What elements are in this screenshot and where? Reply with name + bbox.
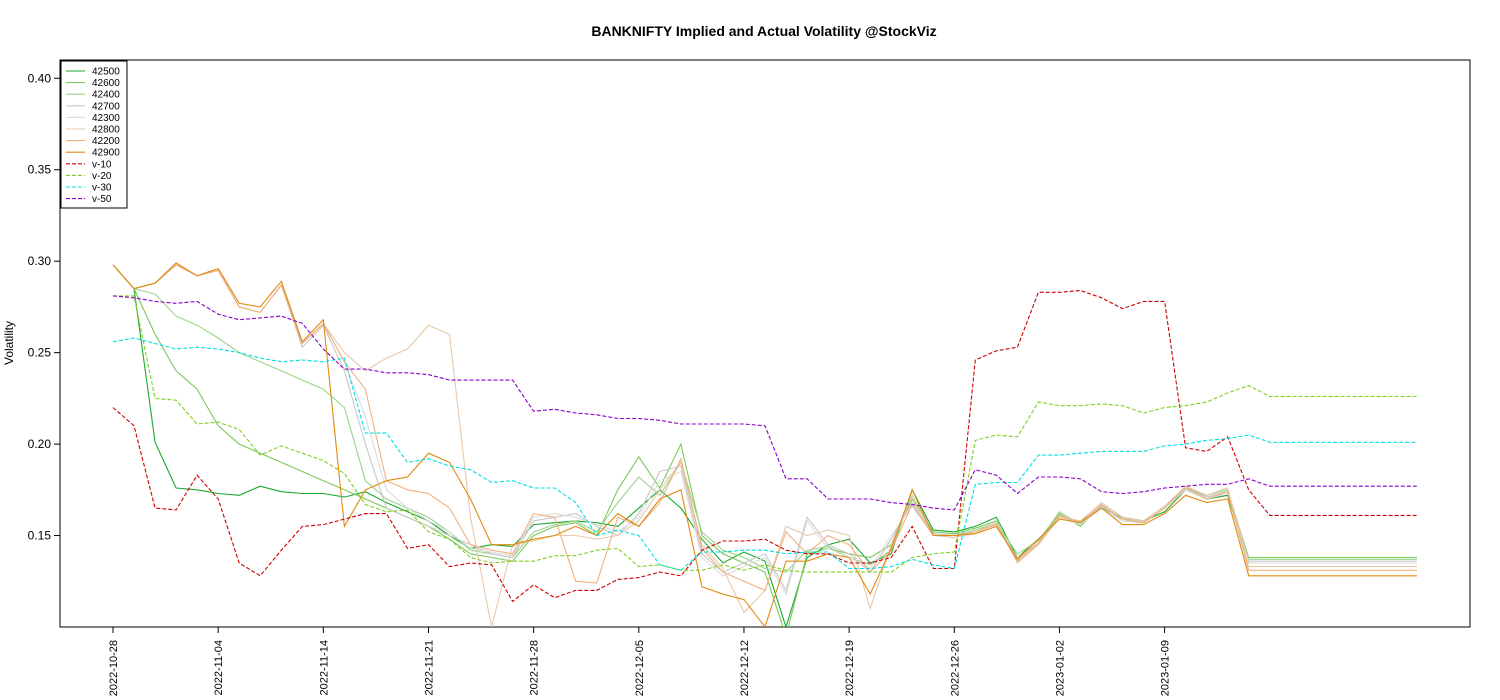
x-tick-label: 2023-01-02 <box>1054 640 1066 696</box>
y-tick-label: 0.20 <box>28 437 52 451</box>
legend-label: v-10 <box>92 159 112 170</box>
legend-box <box>60 60 128 209</box>
x-tick-label: 2022-11-04 <box>213 640 225 695</box>
series-line-42400 <box>112 264 1417 573</box>
legend-label: 42500 <box>92 67 120 78</box>
legend-label: 42800 <box>92 125 120 136</box>
legend: 4250042600424004270042300428004220042900… <box>60 60 128 209</box>
series-line-42600 <box>112 264 1417 627</box>
legend-label: 42900 <box>92 148 120 159</box>
x-tick-label: 2022-12-19 <box>844 640 856 696</box>
series-line-v-20 <box>113 295 1417 573</box>
x-tick-label: 2022-10-28 <box>108 640 120 696</box>
y-tick-label: 0.30 <box>28 254 52 268</box>
y-tick-label: 0.15 <box>28 529 52 543</box>
x-tick-label: 2022-12-26 <box>949 640 961 696</box>
x-tick-label: 2022-11-28 <box>529 640 541 695</box>
plot-frame <box>59 59 1471 628</box>
x-axis: 2022-10-28 2022-11-04 2022-11-14 2022-11-21… <box>108 627 1172 696</box>
series-line-42700 <box>112 264 1417 592</box>
series-layer <box>112 262 1417 627</box>
series-line-v-10 <box>112 289 1417 603</box>
x-tick-label: 2022-12-05 <box>634 640 646 696</box>
series-line-v-50 <box>112 295 1417 511</box>
series-line-42200 <box>112 264 1417 592</box>
legend-label: 42600 <box>92 78 120 89</box>
legend-label: 42700 <box>92 101 120 112</box>
legend-label: v-30 <box>92 183 112 194</box>
legend-label: 42400 <box>92 90 120 101</box>
x-tick-label: 2023-01-09 <box>1160 640 1172 696</box>
series-line-42300 <box>112 264 1417 596</box>
x-tick-label: 2022-11-14 <box>318 640 330 695</box>
y-tick-label: 0.40 <box>28 71 52 85</box>
y-tick-label: 0.25 <box>28 346 52 360</box>
chart-title: BANKNIFTY Implied and Actual Volatility … <box>591 23 936 39</box>
legend-label: v-20 <box>92 171 112 182</box>
x-tick-label: 2022-11-21 <box>423 640 435 695</box>
legend-label: 42200 <box>92 136 120 147</box>
legend-label: 42300 <box>92 113 120 124</box>
y-tick-label: 0.35 <box>28 163 52 177</box>
series-line-v-30 <box>112 337 1417 571</box>
y-axis: 0.15 0.20 0.25 0.30 0.35 0.40 <box>28 71 60 543</box>
legend-label: v-50 <box>92 194 112 205</box>
x-tick-label: 2022-12-12 <box>739 640 751 696</box>
y-axis-label: Volatility <box>2 321 16 365</box>
series-line-42900 <box>112 262 1417 627</box>
